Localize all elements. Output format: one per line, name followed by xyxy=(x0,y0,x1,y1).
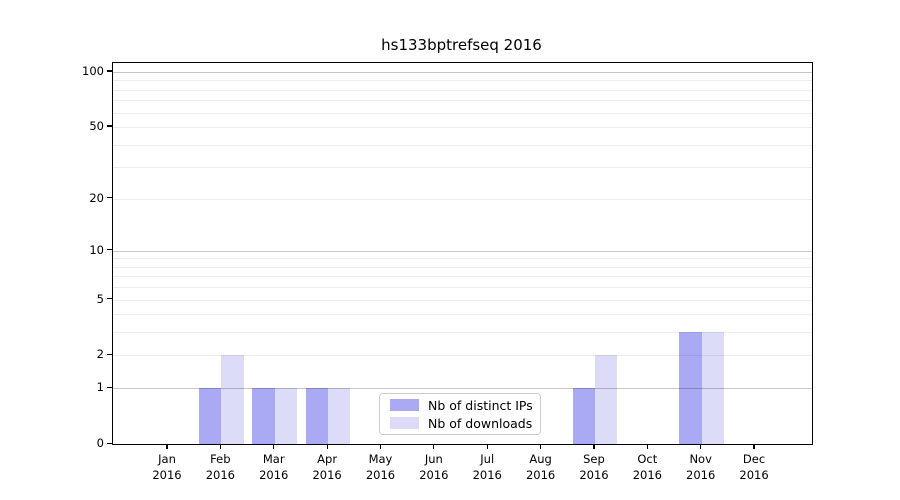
gridline-minor xyxy=(113,89,812,91)
x-tick-label: Dec 2016 xyxy=(739,452,769,482)
gridline-minor xyxy=(113,198,812,200)
x-tick-mark xyxy=(486,444,488,449)
x-tick-mark xyxy=(379,444,382,449)
x-tick-mark xyxy=(273,444,275,449)
x-tick-mark xyxy=(593,444,595,449)
gridline-minor xyxy=(113,258,812,260)
x-tick-mark xyxy=(166,444,168,449)
y-tick-label: 0 xyxy=(96,436,104,450)
y-tick-label: 1 xyxy=(96,380,104,395)
y-tick-mark xyxy=(107,249,112,251)
bar-downloads xyxy=(274,388,298,444)
gridline-minor xyxy=(113,167,812,169)
plot-area: Nb of distinct IPs Nb of downloads xyxy=(112,62,813,445)
y-tick-label: 10 xyxy=(89,242,104,257)
x-tick-label: Jan 2016 xyxy=(152,452,182,482)
x-tick-label: Apr 2016 xyxy=(312,452,342,482)
legend-label-downloads: Nb of downloads xyxy=(428,415,533,431)
x-tick-label: Jul 2016 xyxy=(472,452,502,482)
gridline-minor xyxy=(113,266,812,268)
legend-label-distinct-ips: Nb of distinct IPs xyxy=(428,397,533,413)
gridline-minor xyxy=(113,126,812,128)
x-tick-mark xyxy=(646,444,648,449)
y-tick-label: 5 xyxy=(96,291,104,306)
x-tick-label: Nov 2016 xyxy=(686,452,716,482)
gridline-major xyxy=(113,71,812,73)
y-tick-mark xyxy=(107,386,112,388)
x-tick-label: Sep 2016 xyxy=(579,452,609,482)
y-tick-label: 2 xyxy=(96,347,104,362)
gridline-minor xyxy=(113,332,812,334)
x-tick-label: Feb 2016 xyxy=(205,452,235,482)
gridline-minor xyxy=(113,80,812,82)
bar-distinct-ips xyxy=(679,332,702,444)
gridline-minor xyxy=(113,100,812,102)
x-tick-mark xyxy=(219,444,221,449)
bar-downloads xyxy=(594,355,618,444)
gridline-minor xyxy=(113,144,812,146)
x-tick-mark xyxy=(326,444,328,449)
bar-distinct-ips xyxy=(252,388,275,444)
x-tick-mark xyxy=(753,444,755,449)
x-tick-mark xyxy=(539,444,542,449)
y-tick-mark xyxy=(107,353,112,356)
y-tick-mark xyxy=(107,70,112,72)
gridline-minor xyxy=(113,299,812,301)
y-tick-label: 20 xyxy=(89,190,104,205)
y-tick-label: 100 xyxy=(82,63,104,78)
y-tick-label: 50 xyxy=(89,118,104,133)
bar-downloads xyxy=(328,388,351,444)
gridline-minor xyxy=(113,112,812,114)
bar-distinct-ips xyxy=(199,388,222,444)
y-tick-mark xyxy=(107,125,112,127)
chart-title: hs133bptrefseq 2016 xyxy=(381,36,542,54)
gridline-major xyxy=(113,250,812,252)
bar-distinct-ips xyxy=(572,388,595,444)
bar-downloads xyxy=(221,355,244,444)
y-tick-mark xyxy=(107,298,112,300)
legend-row-distinct-ips: Nb of distinct IPs xyxy=(380,398,540,413)
x-tick-label: Mar 2016 xyxy=(259,452,289,482)
gridline-minor xyxy=(113,287,812,289)
x-tick-label: Jun 2016 xyxy=(419,452,449,482)
x-tick-label: Oct 2016 xyxy=(632,452,662,482)
x-tick-label: May 2016 xyxy=(365,452,396,482)
gridline-minor xyxy=(113,355,812,357)
bar-downloads xyxy=(701,332,724,444)
y-tick-mark xyxy=(107,442,112,444)
legend-swatch-distinct-ips xyxy=(390,399,419,411)
x-tick-mark xyxy=(433,444,435,449)
legend-row-downloads: Nb of downloads xyxy=(380,416,540,431)
gridline-minor xyxy=(113,276,812,278)
x-tick-label: Aug 2016 xyxy=(525,452,556,482)
gridline-minor xyxy=(113,314,812,316)
x-tick-mark xyxy=(700,444,702,449)
gridline-major xyxy=(113,388,812,390)
legend-swatch-downloads xyxy=(390,417,419,429)
bar-distinct-ips xyxy=(305,388,329,444)
legend: Nb of distinct IPs Nb of downloads xyxy=(379,393,541,435)
y-tick-mark xyxy=(107,197,112,199)
